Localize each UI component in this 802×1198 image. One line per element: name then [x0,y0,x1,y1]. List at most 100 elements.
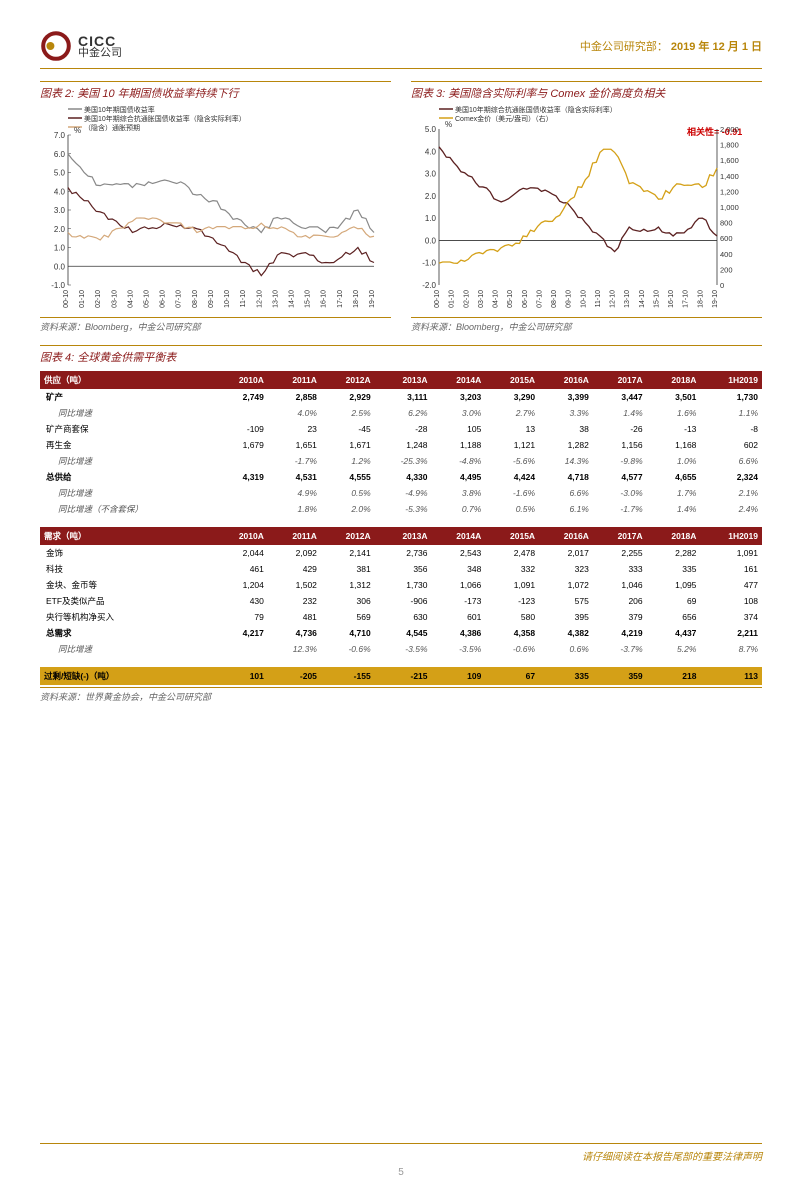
supply-demand-table: 供应（吨）2010A2011A2012A2013A2014A2015A2016A… [40,371,762,685]
svg-text:14-10: 14-10 [639,290,646,308]
table-row: 矿产2,7492,8582,9293,1113,2033,2903,3993,4… [40,389,762,405]
svg-text:0.0: 0.0 [54,262,66,271]
cicc-logo-icon [40,30,72,62]
svg-text:12-10: 12-10 [610,290,617,308]
svg-text:04-10: 04-10 [127,290,134,308]
svg-text:2.0: 2.0 [425,192,437,201]
svg-text:05-10: 05-10 [507,290,514,308]
supply-body: 矿产2,7492,8582,9293,1113,2033,2903,3993,4… [40,389,762,517]
svg-text:美国10年期综合抗通胀国债收益率（隐含实际利率）: 美国10年期综合抗通胀国债收益率（隐含实际利率） [84,114,246,123]
chart-2-container: 图表 2: 美国 10 年期国债收益率持续下行 美国10年期国债收益率美国10年… [40,81,391,333]
svg-text:19-10: 19-10 [369,290,376,308]
table-4-source: 资料来源：世界黄金协会，中金公司研究部 [40,687,762,703]
svg-text:1,600: 1,600 [720,156,739,165]
svg-text:16-10: 16-10 [321,290,328,308]
svg-text:07-10: 07-10 [536,290,543,308]
demand-body: 金饰2,0442,0922,1412,7362,5432,4782,0172,2… [40,545,762,657]
svg-text:13-10: 13-10 [272,290,279,308]
logo-en: CICC [78,34,122,48]
svg-text:5.0: 5.0 [425,125,437,134]
svg-text:7.0: 7.0 [54,131,66,140]
table-row: 金饰2,0442,0922,1412,7362,5432,4782,0172,2… [40,545,762,561]
svg-text:Comex金价（美元/盎司）（右）: Comex金价（美元/盎司）（右） [455,114,553,123]
supply-header-row: 供应（吨）2010A2011A2012A2013A2014A2015A2016A… [40,371,762,389]
page-header: CICC 中金公司 中金公司研究部： 2019 年 12 月 1 日 [40,30,762,69]
svg-text:美国10年期国债收益率: 美国10年期国债收益率 [84,105,155,114]
svg-text:-1.0: -1.0 [51,281,65,290]
svg-text:1.0: 1.0 [54,244,66,253]
svg-text:5.0: 5.0 [54,169,66,178]
chart-3-title: 图表 3: 美国隐含实际利率与 Comex 金价高度负相关 [411,81,762,101]
svg-text:400: 400 [720,250,733,259]
svg-text:05-10: 05-10 [144,290,151,308]
svg-text:4.0: 4.0 [54,187,66,196]
table-row: 同比增速-1.7%1.2%-25.3%-4.8%-5.6%14.3%-9.8%1… [40,453,762,469]
svg-text:800: 800 [720,219,733,228]
svg-text:-1.0: -1.0 [422,259,436,268]
table-row: 总需求4,2174,7364,7104,5454,3864,3584,3824,… [40,625,762,641]
table-row: ETF及类似产品430232306-906-173-12357520669108 [40,593,762,609]
svg-text:6.0: 6.0 [54,150,66,159]
svg-text:19-10: 19-10 [712,290,719,308]
svg-text:17-10: 17-10 [337,290,344,308]
header-right: 中金公司研究部： 2019 年 12 月 1 日 [580,38,762,54]
dept-label: 中金公司研究部： [580,41,668,53]
svg-text:10-10: 10-10 [580,290,587,308]
svg-text:15-10: 15-10 [305,290,312,308]
logo-cn: 中金公司 [78,48,122,59]
footer-disclaimer: 请仔细阅读在本报告尾部的重要法律声明 [40,1143,762,1163]
svg-text:3.0: 3.0 [54,206,66,215]
chart-2-title: 图表 2: 美国 10 年期国债收益率持续下行 [40,81,391,101]
table-row: 金块、金币等1,2041,5021,3121,7301,0661,0911,07… [40,577,762,593]
svg-text:3.0: 3.0 [425,170,437,179]
svg-text:11-10: 11-10 [240,290,247,307]
table-row: 央行等机构净买入79481569630601580395379656374 [40,609,762,625]
svg-text:06-10: 06-10 [522,290,529,308]
svg-text:18-10: 18-10 [697,290,704,308]
svg-text:00-10: 00-10 [63,290,70,308]
svg-text:0.0: 0.0 [425,236,437,245]
svg-text:03-10: 03-10 [478,290,485,308]
svg-text:01-10: 01-10 [79,290,86,308]
svg-text:4.0: 4.0 [425,147,437,156]
svg-text:1,000: 1,000 [720,203,739,212]
svg-text:02-10: 02-10 [463,290,470,308]
surplus-row: 过剩/短缺(-)（吨）101-205-155-21510967335359218… [40,667,762,685]
page-number: 5 [40,1167,762,1178]
svg-text:11-10: 11-10 [595,290,602,307]
svg-text:09-10: 09-10 [566,290,573,308]
svg-text:美国10年期综合抗通胀国债收益率（隐含实际利率）: 美国10年期综合抗通胀国债收益率（隐含实际利率） [455,105,617,114]
table-row: 同比增速12.3%-0.6%-3.5%-3.5%-0.6%0.6%-3.7%5.… [40,641,762,657]
svg-text:18-10: 18-10 [353,290,360,308]
chart-3-container: 图表 3: 美国隐含实际利率与 Comex 金价高度负相关 美国10年期综合抗通… [411,81,762,333]
table-row: 再生金1,6791,6511,6711,2481,1881,1211,2821,… [40,437,762,453]
svg-text:00-10: 00-10 [434,290,441,308]
chart-3-source: 资料来源：Bloomberg，中金公司研究部 [411,317,762,333]
svg-text:%: % [445,120,452,129]
svg-text:%: % [74,126,81,135]
svg-text:13-10: 13-10 [624,290,631,308]
logo: CICC 中金公司 [40,30,122,62]
svg-text:1.0: 1.0 [425,214,437,223]
svg-text:1,200: 1,200 [720,187,739,196]
svg-text:02-10: 02-10 [95,290,102,308]
svg-text:04-10: 04-10 [493,290,500,308]
svg-text:08-10: 08-10 [192,290,199,308]
svg-text:07-10: 07-10 [176,290,183,308]
demand-header-row: 需求（吨）2010A2011A2012A2013A2014A2015A2016A… [40,527,762,545]
svg-text:03-10: 03-10 [111,290,118,308]
table-row: 同比增速（不含套保）1.8%2.0%-5.3%0.7%0.5%6.1%-1.7%… [40,501,762,517]
svg-text:1,800: 1,800 [720,141,739,150]
svg-text:15-10: 15-10 [653,290,660,308]
svg-text:12-10: 12-10 [256,290,263,308]
svg-text:01-10: 01-10 [449,290,456,308]
table-row: 同比增速4.9%0.5%-4.9%3.8%-1.6%6.6%-3.0%1.7%2… [40,485,762,501]
svg-text:17-10: 17-10 [683,290,690,308]
svg-text:2,000: 2,000 [720,125,739,134]
svg-text:1,400: 1,400 [720,172,739,181]
table-row: 同比增速4.0%2.5%6.2%3.0%2.7%3.3%1.4%1.6%1.1% [40,405,762,421]
svg-text:14-10: 14-10 [288,290,295,308]
svg-text:600: 600 [720,234,733,243]
chart-2-source: 资料来源：Bloomberg，中金公司研究部 [40,317,391,333]
svg-text:08-10: 08-10 [551,290,558,308]
